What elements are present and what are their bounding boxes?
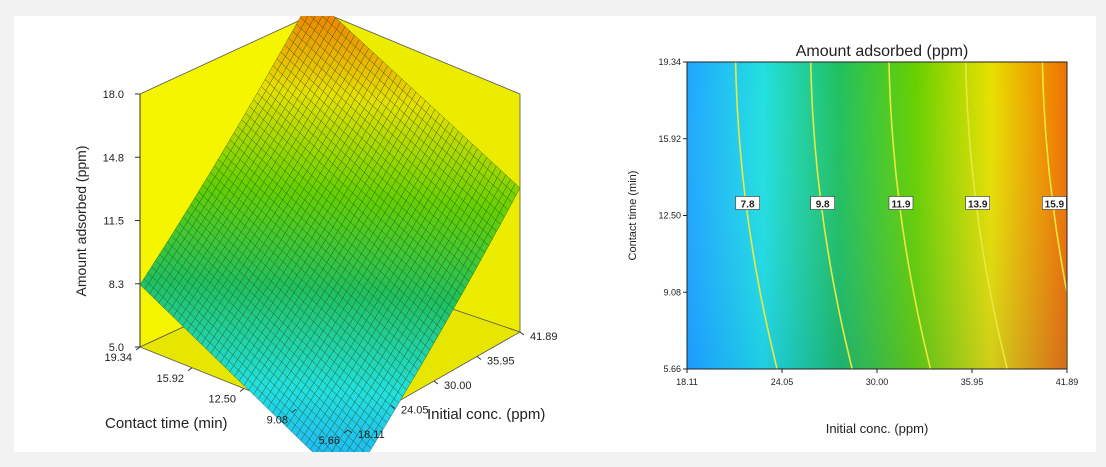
x-tick [347, 429, 353, 434]
contour-title: Amount adsorbed (ppm) [796, 43, 969, 60]
x-tick-label: 30.00 [866, 377, 889, 387]
x-tick-label: 35.95 [487, 356, 515, 368]
x-tick-label: 30.00 [444, 380, 472, 392]
x-tick-label: 24.05 [771, 377, 794, 387]
x-axis-title: Initial conc. (ppm) [427, 406, 545, 423]
y-tick-label: 5.66 [319, 435, 340, 447]
contour-line [734, 61, 778, 370]
contour-label: 11.9 [892, 200, 911, 211]
z-tick-label: 5.0 [109, 342, 124, 354]
contour-line [888, 61, 932, 370]
z-tick-label: 14.8 [103, 152, 124, 164]
x-tick-label: 18.11 [676, 377, 698, 387]
surface-plot: 18.0 14.8 11.5 8.3 5.0 Amount adsorbed (ppm) 1… [73, 16, 558, 452]
x-tick [390, 405, 396, 409]
contour-plot: 7.8 9.8 11.9 13.9 15.9 Amount adsorbed (ppm) 1… [627, 43, 1079, 436]
y-tick [239, 388, 245, 392]
x-tick [433, 380, 439, 385]
contour-label-box [888, 196, 914, 210]
contour-line [809, 61, 853, 370]
x-tick-label: 24.05 [401, 405, 429, 417]
y-tick [187, 367, 193, 372]
surface-cell [310, 16, 316, 20]
figure-canvas: 18.0 14.8 11.5 8.3 5.0 Amount adsorbed (ppm) 1… [14, 16, 1096, 452]
x-tick-label: 35.95 [961, 377, 984, 387]
z-axis-title: Amount adsorbed (ppm) [73, 146, 89, 297]
y-axis-title: Contact time (min) [627, 171, 639, 261]
z-tick-label: 8.3 [109, 279, 124, 291]
contour-field-shade [687, 62, 1067, 369]
y-axis-title: Contact time (min) [105, 415, 228, 432]
contour-label: 9.8 [816, 200, 830, 211]
z-tick-label: 11.5 [103, 216, 124, 228]
contour-label-box [735, 196, 760, 210]
x-tick-label: 41.89 [1056, 377, 1079, 387]
contour-label-box [810, 196, 835, 210]
y-tick-label: 9.08 [267, 414, 288, 426]
y-tick-label: 9.08 [663, 287, 681, 297]
surface-cell [322, 16, 330, 21]
y-tick [343, 429, 349, 434]
contour-label: 7.8 [741, 200, 755, 211]
y-tick-label: 15.92 [658, 134, 681, 144]
contour-label-box [1042, 196, 1067, 210]
y-tick-label: 12.50 [208, 394, 236, 406]
y-tick-label: 12.50 [658, 211, 681, 221]
contour-label: 13.9 [968, 200, 988, 211]
y-tick [291, 408, 297, 413]
contour-label-box [965, 196, 990, 210]
y-tick-label: 19.34 [104, 352, 132, 364]
surface-cell [511, 183, 521, 196]
y-tick-label: 19.34 [658, 57, 681, 67]
contour-label: 15.9 [1045, 200, 1065, 211]
z-tick-label: 18.0 [103, 89, 124, 101]
y-tick [135, 346, 141, 351]
y-tick-label: 15.92 [156, 373, 184, 385]
x-tick [476, 356, 482, 360]
y-tick-label: 5.66 [663, 364, 681, 374]
x-tick [519, 331, 525, 336]
x-axis-title: Initial conc. (ppm) [826, 421, 929, 436]
x-tick-label: 18.11 [358, 429, 385, 441]
x-tick-label: 41.89 [530, 331, 558, 343]
contour-line [964, 61, 1008, 370]
